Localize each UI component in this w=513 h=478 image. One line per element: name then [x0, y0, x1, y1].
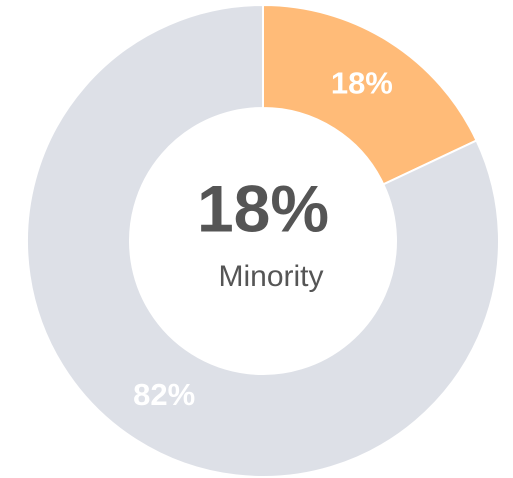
center-value: 18% — [197, 171, 329, 245]
slice — [26, 3, 500, 478]
center-label: Minority — [218, 260, 323, 293]
slice-label: 18% — [331, 65, 393, 100]
slice-label: 82% — [133, 377, 195, 412]
slice — [262, 3, 478, 186]
